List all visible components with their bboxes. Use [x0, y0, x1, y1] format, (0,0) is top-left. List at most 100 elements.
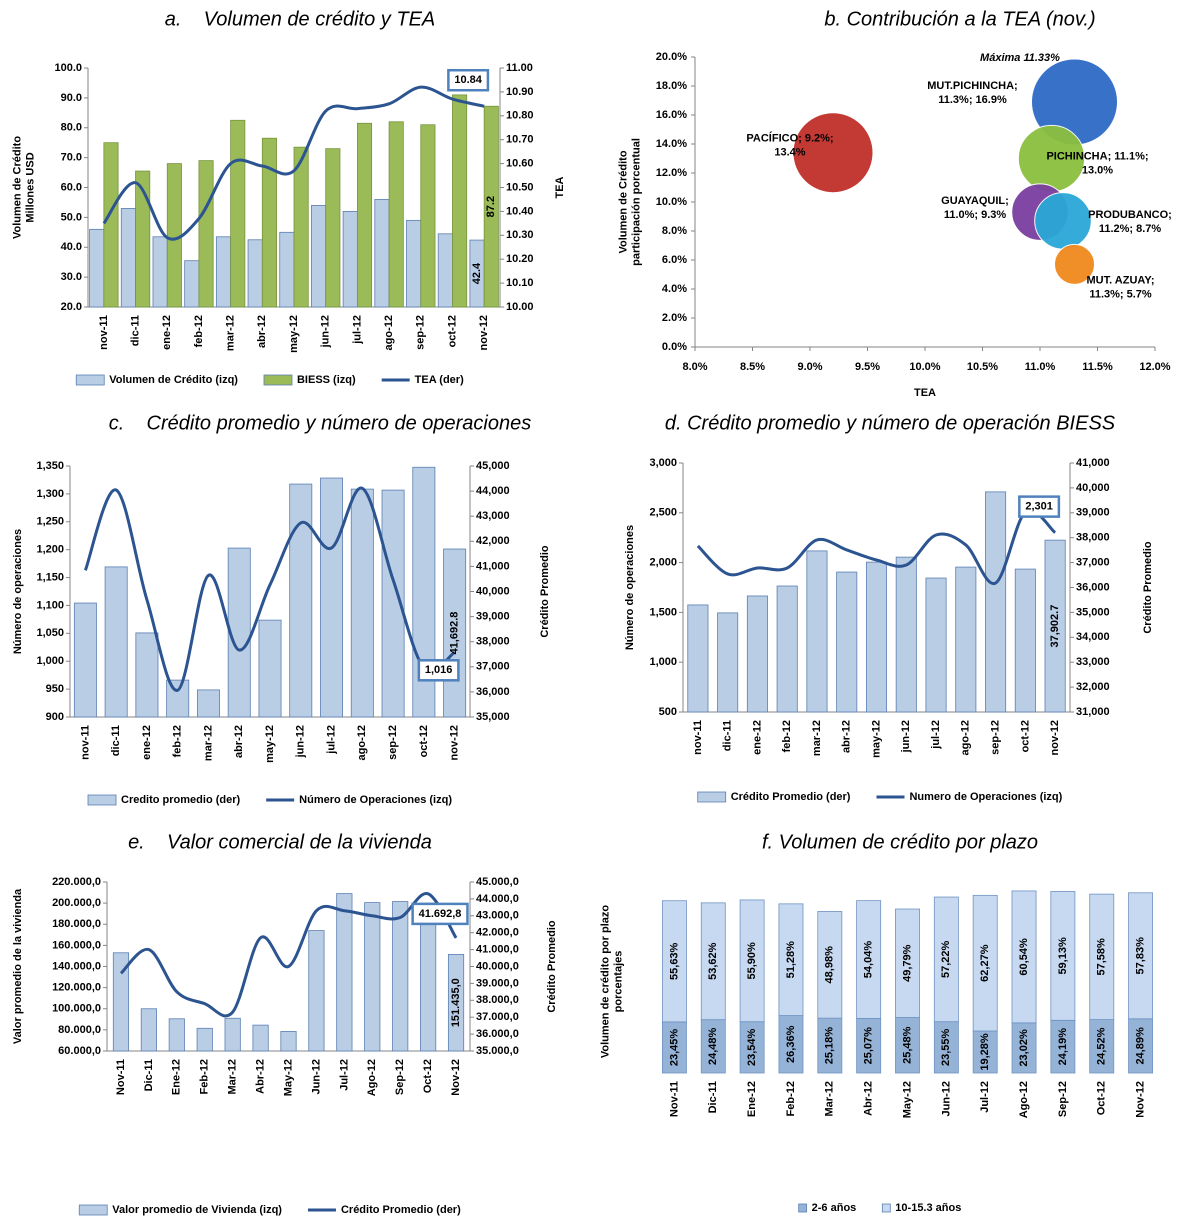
y-tick-label: 90.0: [61, 92, 82, 104]
x-tick-label: jul-12: [351, 315, 363, 345]
y-tick-label: 950: [46, 683, 64, 695]
data-label: 26,36%: [785, 1025, 797, 1063]
x-tick-label: 11.0%: [1025, 361, 1056, 373]
bar: [437, 233, 453, 308]
bar: [224, 1017, 241, 1052]
bar: [227, 547, 251, 718]
x-tick-label: abr-12: [841, 720, 853, 753]
legend-marker: [87, 794, 117, 806]
data-label: 1,016: [425, 664, 453, 676]
y2-tick-label: 10.10: [506, 277, 534, 289]
bar-segment: [1089, 1019, 1115, 1074]
bar: [452, 94, 468, 308]
y-tick-label: 1,000: [649, 656, 677, 668]
bar: [252, 1024, 269, 1052]
bar: [420, 902, 437, 1052]
y-tick-label: 1,500: [649, 606, 677, 618]
line: [83, 486, 456, 692]
data-label: 19,28%: [979, 1033, 991, 1071]
y2-tick-label: 10.90: [506, 86, 534, 98]
x-tick-label: may-12: [870, 720, 882, 758]
y-tick-label: 3,000: [649, 457, 677, 469]
bar: [230, 119, 246, 308]
bubble-label: 13.4%: [774, 147, 805, 159]
y-tick-label: 120.000,0: [52, 982, 101, 994]
legend-label: Credito promedio (der): [121, 794, 241, 806]
bar: [388, 121, 404, 308]
bar: [865, 561, 888, 713]
x-tick-label: Mar-12: [824, 1081, 836, 1116]
y2-tick-label: 37,000: [1076, 557, 1110, 569]
axis-title: Millones USD: [24, 152, 36, 222]
x-tick-label: Ago-12: [1018, 1081, 1030, 1118]
bar: [776, 585, 798, 713]
bubble-label: MUT.PICHINCHA;: [927, 80, 1017, 92]
y-tick-label: 40.0: [61, 241, 82, 253]
bar: [196, 1027, 213, 1052]
legend-label: Volumen de Crédito (izq): [109, 374, 238, 386]
y2-tick-label: 10.00: [506, 301, 534, 313]
bar: [120, 208, 136, 308]
y2-tick-label: 39,000: [476, 611, 510, 623]
x-tick-label: dic-11: [129, 315, 141, 346]
axis-title: Volumen de Crédito: [617, 150, 629, 253]
x-tick-label: ene-12: [161, 315, 173, 350]
data-label: 57,83%: [1134, 937, 1146, 975]
y2-tick-label: 41,000: [476, 560, 510, 572]
y-tick-label: 4.0%: [662, 283, 687, 295]
y2-tick-label: 42.000,0: [476, 927, 519, 939]
bar: [103, 142, 119, 308]
bar-segment: [817, 911, 843, 1019]
x-tick-label: nov-12: [478, 315, 490, 350]
legend-label: BIESS (izq): [297, 374, 356, 386]
x-tick-label: oct-12: [446, 315, 458, 347]
x-tick-label: nov-11: [79, 725, 91, 760]
bubble-label: PACÍFICO; 9.2%;: [746, 132, 833, 145]
bar: [895, 556, 917, 713]
x-tick-label: nov-12: [449, 725, 461, 760]
x-tick-label: sep-12: [415, 315, 427, 350]
bar-segment: [1128, 1018, 1154, 1074]
legend-label: Número de Operaciones (izq): [299, 794, 452, 806]
axis-title: Volumen de Crédito: [11, 136, 23, 239]
axis-title: Valor promedio de la vivienda: [12, 888, 24, 1044]
legend-label: 2-6 años: [812, 1202, 857, 1214]
bar-segment: [1128, 892, 1154, 1020]
y-tick-label: 900: [46, 711, 64, 723]
chart-title: f. Volumen de crédito por plazo: [762, 831, 1038, 853]
bar: [336, 893, 353, 1052]
x-tick-label: jul-12: [325, 725, 337, 755]
x-tick-label: Nov-12: [450, 1059, 462, 1096]
bar: [412, 466, 436, 718]
y-tick-label: 20.0: [61, 301, 82, 313]
bubble: [1034, 192, 1092, 250]
bubble-label: 13.0%: [1082, 164, 1113, 176]
data-label: 57,22%: [940, 940, 952, 978]
x-tick-label: ago-12: [383, 315, 395, 350]
legend-label: Crédito Promedio (der): [341, 1204, 461, 1216]
y-tick-label: 20.0%: [656, 51, 687, 63]
legend-marker: [75, 374, 105, 386]
bar: [152, 236, 168, 308]
bar: [1044, 539, 1066, 713]
y2-tick-label: 44,000: [476, 485, 510, 497]
x-tick-label: abr-12: [233, 725, 245, 758]
y2-tick-label: 45,000: [476, 460, 510, 472]
y2-tick-label: 43.000,0: [476, 910, 519, 922]
bar-segment: [972, 1030, 998, 1074]
y-tick-label: 1,300: [36, 488, 64, 500]
bar: [420, 124, 436, 308]
chart-title: a. Volumen de crédito y TEA: [165, 8, 436, 30]
bar-segment: [1011, 1022, 1037, 1074]
y-tick-label: 220.000,0: [52, 876, 101, 888]
y2-tick-label: 39,000: [1076, 507, 1110, 519]
x-tick-label: Nov-11: [115, 1059, 127, 1095]
bar: [342, 210, 358, 308]
bar-segment: [972, 894, 998, 1032]
x-tick-label: sep-12: [387, 725, 399, 760]
y-tick-label: 100.000,0: [52, 1003, 101, 1015]
y2-tick-label: 36,000: [1076, 581, 1110, 593]
legend-marker: [263, 374, 293, 386]
y-tick-label: 16.0%: [656, 109, 687, 121]
x-tick-label: Ene-12: [746, 1081, 758, 1117]
